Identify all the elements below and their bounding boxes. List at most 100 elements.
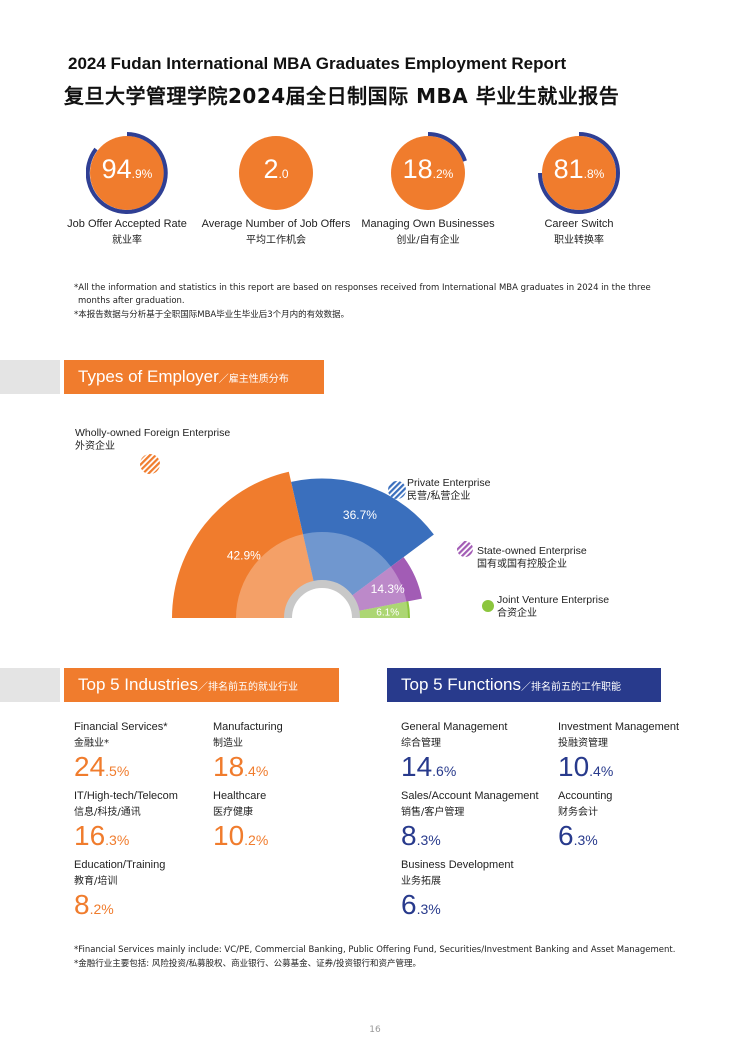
stat-ring: 18.2% [387,132,469,214]
chart-label-joint-venture: Joint Venture Enterprise 合资企业 [497,593,609,621]
label-cn: 合资企业 [497,608,537,619]
function-name-cn: 投融资管理 [558,738,608,749]
stat-value-int: 18 [402,154,433,184]
section-title-en: Top 5 Industries [78,675,199,694]
function-value-int: 6 [401,889,417,920]
stat-career-switch: 81.8% Career Switch 职业转换率 [494,132,664,246]
ring-graphic [86,132,168,214]
function-item: Sales/Account Management 销售/客户管理 8.3% [401,790,539,852]
footnote-en: *Financial Services mainly include: VC/P… [74,945,676,955]
function-item: Business Development 业务拓展 6.3% [401,859,514,921]
industry-name-cn: 信息/科技/通讯 [74,807,141,818]
section-title-en: Types of Employer [78,367,219,386]
section-header-functions: Top 5 Functions／排名前五的工作职能 [387,668,661,702]
slice-value-label: 42.9% [227,549,261,563]
employer-type-chart: 42.9% 36.7% 14.3% 6.1% [140,454,494,619]
industry-value-int: 24 [74,751,106,782]
industry-name-cn: 教育/培训 [74,876,118,887]
section-header-industries: Top 5 Industries／排名前五的就业行业 [64,668,339,702]
function-item: Accounting 财务会计 6.3% [558,790,612,852]
industry-value-dec: .2% [244,832,269,848]
industry-name-en: Financial Services* [74,721,168,733]
stat-managing-own-businesses: 18.2% Managing Own Businesses 创业/自有企业 [343,132,513,246]
stat-ring: 94.9% [86,132,168,214]
stat-value-int: 94 [101,154,132,184]
function-value-dec: .4% [589,763,614,779]
function-name-cn: 财务会计 [558,807,598,818]
stat-label-cn: 创业/自有企业 [396,235,460,246]
function-value-dec: .6% [432,763,457,779]
stat-label-cn: 平均工作机会 [246,235,306,246]
function-name-en: Sales/Account Management [401,790,539,802]
note-line: months after graduation. [78,296,185,306]
function-name-cn: 销售/客户管理 [401,807,465,818]
stat-job-offer-accepted-rate: 94.9% Job Offer Accepted Rate 就业率 [42,132,212,246]
industry-value-int: 10 [213,820,245,851]
section-title-cn: ／排名前五的工作职能 [521,682,622,693]
chart-label-state-owned: State-owned Enterprise 国有或国有控股企业 [477,544,587,572]
industry-item: Manufacturing 制造业 18.4% [213,721,283,783]
function-value-dec: .3% [416,901,441,917]
function-item: Investment Management 投融资管理 10.4% [558,721,679,783]
function-value-int: 6 [558,820,574,851]
ring-graphic [538,132,620,214]
report-title-en: 2024 Fudan International MBA Graduates E… [68,54,567,73]
section-title-en: Top 5 Functions [401,675,522,694]
methodology-note-cn: *本报告数据与分析基于全职国际MBA毕业生毕业后3个月内的有效数据。 [74,310,350,320]
stat-average-job-offers: 2.0 Average Number of Job Offers 平均工作机会 [191,132,361,246]
function-value-dec: .3% [416,832,441,848]
section-tab-decoration [0,668,60,702]
stat-value-int: 2 [263,154,279,184]
slice-joint-venture-inner [355,601,408,618]
stat-label-en: Career Switch [544,218,614,230]
stat-label-en: Average Number of Job Offers [201,218,351,230]
chart-label-foreign: Wholly-owned Foreign Enterprise 外资企业 [75,426,230,454]
function-name-en: Business Development [401,859,514,871]
industry-name-cn: 制造业 [213,738,243,749]
industry-name-cn: 金融业* [74,738,109,749]
slice-value-label: 6.1% [376,608,399,619]
industry-item: IT/High-tech/Telecom 信息/科技/通讯 16.3% [74,790,178,852]
stat-label-cn: 职业转换率 [554,235,604,246]
industry-name-en: Education/Training [74,859,166,871]
section-title-cn: ／排名前五的就业行业 [198,682,299,693]
page-number: 16 [369,1025,381,1035]
legend-marker-icon [388,481,406,499]
section-title-cn: ／雇主性质分布 [218,374,289,385]
slice-state-owned-enterprise [349,557,422,612]
slice-state-owned-enterprise-inner [349,566,407,612]
label-en: Wholly-owned Foreign Enterprise [75,427,231,439]
industry-item: Financial Services* 金融业* 24.5% [74,721,168,783]
chart-centre-ring [284,580,360,619]
industry-value-dec: .5% [105,763,130,779]
stat-value-dec: .0 [278,167,289,181]
stat-ring: 2.0 [235,132,317,214]
industry-item: Healthcare 医疗健康 10.2% [213,790,268,852]
industry-name-en: Manufacturing [213,721,283,733]
industry-value-dec: .4% [244,763,269,779]
function-value-int: 10 [558,751,590,782]
function-name-en: Accounting [558,790,613,802]
chart-label-private: Private Enterprise 民营/私营企业 [407,476,490,504]
legend-marker-icon [457,541,473,557]
report-title-cn: 复旦大学管理学院2024届全日制国际 MBA 毕业生就业报告 [64,84,620,108]
stat-value-dec: .9% [131,167,153,181]
function-item: General Management 综合管理 14.6% [401,721,507,783]
function-value-dec: .3% [573,832,598,848]
legend-marker-icon [140,454,160,474]
stat-label-en: Job Offer Accepted Rate [67,218,187,230]
function-value-int: 14 [401,751,433,782]
function-value-int: 8 [401,820,417,851]
stat-label-cn: 就业率 [112,235,142,246]
note-line: *All the information and statistics in t… [74,283,651,293]
section-header-employer: Types of Employer／雇主性质分布 [64,360,324,394]
function-name-en: General Management [401,721,508,733]
label-en: State-owned Enterprise [477,545,587,557]
footnote-cn: *金融行业主要包括: 风险投资/私募股权、商业银行、公募基金、证券/投资银行和资… [74,959,422,969]
stat-value-int: 81 [553,154,584,184]
legend-marker-icon [482,600,494,612]
function-name-cn: 综合管理 [401,738,441,749]
slice-private-enterprise [291,478,434,598]
industry-value-dec: .3% [105,832,130,848]
label-en: Private Enterprise [407,477,491,489]
